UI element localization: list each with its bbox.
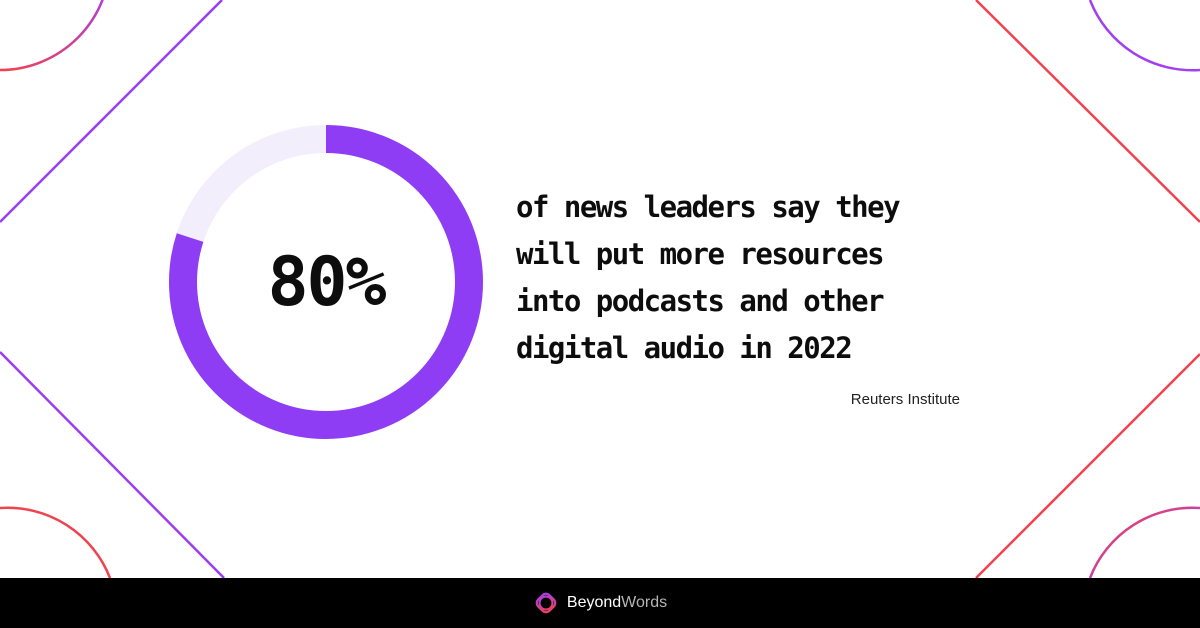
brand-name-first: Beyond — [566, 594, 622, 611]
beyondwords-logo-icon — [535, 592, 557, 614]
decor-arc-bottom-left — [0, 506, 112, 579]
decor-line-left-top — [0, 0, 223, 223]
stat-value: 80% — [267, 242, 387, 322]
donut-chart — [169, 125, 483, 439]
donut-fill — [169, 125, 483, 439]
decor-line-right-bottom — [975, 353, 1200, 579]
statement-text: of news leaders say they will put more r… — [516, 190, 901, 365]
decor-arc-top-left — [0, 0, 104, 72]
decor-arc-top-right — [1088, 0, 1200, 72]
brand: BeyondWords — [533, 590, 667, 616]
source-credit: Reuters Institute — [850, 391, 960, 408]
decor-arc-bottom-right — [1088, 506, 1200, 579]
decor-line-left-bottom — [0, 351, 225, 579]
footer-bar: BeyondWords — [0, 578, 1200, 628]
brand-name: BeyondWords — [567, 594, 667, 612]
brand-name-second: Words — [621, 594, 668, 611]
decor-line-right-top — [975, 0, 1200, 223]
